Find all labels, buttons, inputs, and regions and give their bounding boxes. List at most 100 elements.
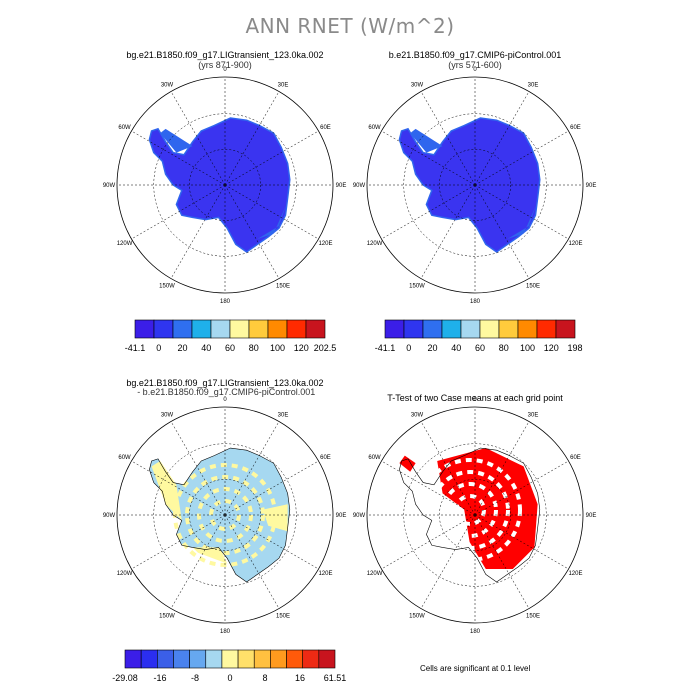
meridian-label: 60W — [368, 455, 381, 461]
colorbar-label: 61.51 — [324, 673, 347, 683]
meridian-label: 90E — [586, 183, 597, 189]
panel3-title: bg.e21.B1850.f09_g17.LIGtransient_123.0k… — [126, 378, 324, 388]
meridian-label: 90W — [353, 513, 366, 519]
meridian-line — [420, 184, 476, 279]
meridian-label: 90W — [353, 183, 366, 189]
meridian-line — [224, 184, 280, 279]
colorbar-swatch — [210, 319, 231, 339]
significant-cells — [437, 448, 538, 569]
meridian-label: 30W — [411, 83, 424, 89]
colorbar-label: -8 — [191, 673, 199, 683]
colorbar-swatch — [479, 319, 500, 339]
meridian-label: 150E — [276, 613, 290, 619]
colorbar-swatch — [555, 319, 576, 339]
map-content: 0 30E 60E 90E 120E 150E 180 150W 120W 90W 60W 30W — [103, 397, 347, 635]
meridian-label: 120E — [568, 571, 582, 577]
colorbar-swatch — [253, 649, 271, 669]
latitude-circle — [153, 113, 297, 257]
meridian-line — [474, 184, 530, 279]
colorbar-swatch — [157, 649, 174, 669]
latitude-circle — [189, 479, 261, 551]
meridian-label: 90E — [586, 513, 597, 519]
colorbar-swatch — [305, 319, 326, 339]
colorbar-label: 202.5 — [314, 343, 337, 353]
map-border — [116, 406, 334, 624]
coastline — [149, 447, 291, 583]
colorbar-swatch — [302, 649, 320, 669]
map-border — [366, 406, 584, 624]
colorbar-3: -29.08 -16 -8 0 8 16 61.51 — [112, 649, 347, 683]
meridian-label: 0 — [223, 397, 227, 403]
coastal-field — [257, 206, 286, 239]
colorbar-swatch — [229, 319, 250, 339]
colorbar-swatch — [460, 319, 481, 339]
latitude-circle — [439, 479, 511, 551]
meridian-line — [224, 184, 319, 240]
colorbar-swatch — [422, 319, 443, 339]
meridian-label: 120W — [367, 241, 383, 247]
map-content: 0 30E 60E 90E 120E 150E 180 150W 120W 90W 60W 30W — [353, 67, 597, 305]
map-border — [116, 76, 334, 294]
meridian-line — [224, 460, 319, 516]
colorbar-swatch — [153, 319, 174, 339]
meridian-label: 90W — [103, 183, 116, 189]
meridian-label: 60W — [118, 455, 131, 461]
meridian-line — [224, 130, 319, 186]
meridian-line — [170, 184, 226, 279]
colorbar-swatch — [172, 319, 193, 339]
latitude-circle — [439, 149, 511, 221]
colorbar-label: -41.1 — [125, 343, 146, 353]
map-panel-1: 0 30E 60E 90E 120E 150E 180 150W 120W 90W 60W 30W — [103, 67, 347, 305]
colorbar-label: 100 — [520, 343, 535, 353]
latitude-circle — [153, 443, 297, 587]
meridian-label: 0 — [223, 67, 227, 73]
meridian-label: 60E — [570, 125, 581, 131]
meridian-label: 30E — [528, 413, 539, 419]
meridian-label: 30W — [411, 413, 424, 419]
colorbar-swatch — [140, 649, 158, 669]
panel4-title: T-Test of two Case means at each grid po… — [387, 393, 563, 403]
colorbar-swatch — [191, 319, 212, 339]
meridian-line — [131, 514, 226, 570]
colorbar-label: 20 — [427, 343, 437, 353]
colorbar-swatch — [286, 319, 307, 339]
colorbar-label: -29.08 — [112, 673, 138, 683]
colorbar-swatch — [205, 649, 223, 669]
meridian-label: 150W — [409, 283, 425, 289]
colorbar-label: 120 — [544, 343, 559, 353]
meridian-label: 120W — [117, 241, 133, 247]
meridian-label: 30E — [278, 83, 289, 89]
meridian-label: 60E — [320, 125, 331, 131]
map-content: 0 30E 60E 90E 120E 150E 180 150W 120W 90W 60W 30W — [353, 397, 597, 635]
meridian-line — [170, 514, 226, 609]
meridian-line — [131, 184, 226, 240]
meridian-label: 180 — [470, 629, 481, 635]
meridian-line — [131, 460, 226, 516]
colorbar-swatch — [189, 649, 207, 669]
nonsignificant-ring — [442, 482, 498, 538]
meridian-label: 30E — [278, 413, 289, 419]
meridian-label: 120E — [568, 241, 582, 247]
panel3-subtitle: - b.e21.B1850.f09_g17.CMIP6-piControl.00… — [134, 387, 316, 397]
colorbar-label: 120 — [294, 343, 309, 353]
meridian-label: 180 — [220, 299, 231, 305]
meridian-label: 60E — [570, 455, 581, 461]
map-content: 0 30E 60E 90E 120E 150E 180 150W 120W 90W 60W 30W — [103, 67, 347, 305]
meridian-label: 30E — [528, 83, 539, 89]
meridian-label: 120E — [318, 571, 332, 577]
colorbar-swatch — [173, 649, 190, 669]
figure-title: ANN RNET (W/m^2) — [245, 14, 455, 38]
map-panel-4: 0 30E 60E 90E 120E 150E 180 150W 120W 90W 60W 30W — [353, 397, 597, 635]
colorbar-label: 0 — [156, 343, 161, 353]
colorbar-label: 60 — [475, 343, 485, 353]
meridian-label: 120E — [318, 241, 332, 247]
colorbar-label: 40 — [451, 343, 461, 353]
meridian-line — [224, 91, 280, 186]
colorbar-label: 40 — [201, 343, 211, 353]
peninsula-field — [410, 128, 443, 153]
panel1-subtitle: (yrs 871-900) — [198, 60, 252, 70]
colorbar-label: 20 — [177, 343, 187, 353]
meridian-label: 150E — [276, 283, 290, 289]
meridian-label: 60W — [368, 125, 381, 131]
colorbar-swatch — [286, 649, 303, 669]
